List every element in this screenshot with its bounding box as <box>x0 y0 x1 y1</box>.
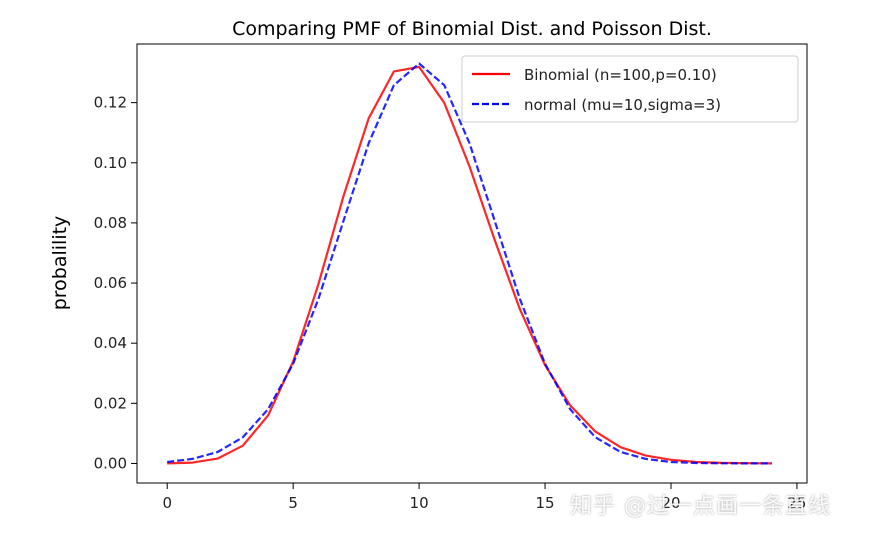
x-tick-label: 25 <box>787 494 806 512</box>
x-tick-label: 20 <box>661 494 680 512</box>
y-tick-label: 0.00 <box>94 454 127 472</box>
y-tick-label: 0.08 <box>94 214 127 232</box>
legend: Binomial (n=100,p=0.10) normal (mu=10,si… <box>461 55 799 123</box>
x-tick-label: 10 <box>410 494 429 512</box>
x-tick-label: 5 <box>288 494 298 512</box>
y-tick-label: 0.12 <box>94 94 127 112</box>
y-tick-label: 0.02 <box>94 394 127 412</box>
legend-label-binomial: Binomial (n=100,p=0.10) <box>524 66 717 84</box>
series-line-normal <box>167 62 772 465</box>
chart-title: Comparing PMF of Binomial Dist. and Pois… <box>232 18 712 40</box>
y-tick-label: 0.04 <box>94 334 127 352</box>
y-axis-label: probalility <box>49 216 71 311</box>
y-tick-label: 0.10 <box>94 154 127 172</box>
series-line-binomial <box>167 65 772 465</box>
legend-box <box>461 55 799 123</box>
y-axis: 0.00 0.02 0.04 0.06 0.08 0.10 0.12 <box>94 94 137 472</box>
x-tick-label: 0 <box>162 494 172 512</box>
x-axis: 0 5 10 15 20 25 <box>162 483 806 512</box>
watermark: 知乎 @过一点画一条直线 <box>570 494 831 519</box>
series-layer <box>167 62 772 465</box>
y-tick-label: 0.06 <box>94 274 127 292</box>
x-tick-label: 15 <box>535 494 554 512</box>
legend-label-normal: normal (mu=10,sigma=3) <box>524 96 721 114</box>
